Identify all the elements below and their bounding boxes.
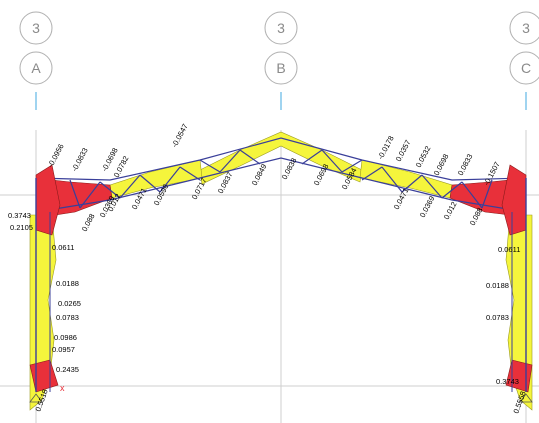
left-column-diagram[interactable]: x [29,164,65,411]
left-label-7: 0.0957 [52,345,75,354]
right-label-3: 0.3743 [496,377,519,386]
left-column-negative-top [35,164,61,236]
left-truss-label-0: -0.0956 [46,142,66,169]
right-truss-label-1: 0.0357 [394,138,413,162]
grid-bubble-a-bottom: A [31,60,41,76]
right-truss-label-6: 0.0369 [418,194,437,218]
support-marker-left: x [60,383,65,393]
grid-bubble-a[interactable]: 3 A [19,11,53,110]
grid-bubble-b[interactable]: 3 B [264,11,298,110]
bottom-chord [35,157,527,213]
left-label-2: 0.0611 [52,243,74,252]
support-right[interactable] [519,393,533,403]
left-label-6: 0.0986 [54,333,77,342]
left-truss-label-1: -0.0833 [70,146,90,173]
grid-bubble-c-top: 3 [522,20,530,36]
grid-bubble-b-bottom: B [276,60,285,76]
right-column-negative-base [505,359,533,393]
right-truss-label-3: 0.0698 [432,152,451,176]
right-truss-label-4: 0.0833 [456,152,475,176]
center-label-0: 0.0849 [250,162,269,186]
web-members-left [69,149,261,209]
right-truss-label-0: -0.0178 [376,134,396,161]
left-label-3: 0.0188 [56,279,79,288]
right-truss-label-7: 0.012 [442,200,459,221]
grid-bubble-c-bottom: C [521,60,531,76]
truss-force-diagram[interactable] [35,131,527,216]
left-label-4: 0.0265 [58,299,81,308]
left-truss-label-6: 0.088 [80,212,97,233]
right-label-0: 0.0611 [498,245,520,254]
web-members-right [301,149,493,209]
left-truss-label-9: -0.0547 [170,122,190,149]
right-column-negative-top [501,164,527,236]
value-labels: 0.3743 0.2105 0.0611 0.0188 0.0265 0.078… [8,122,528,414]
grid-bubble-a-top: 3 [32,20,40,36]
grid-bubble-b-top: 3 [277,20,285,36]
right-truss-label-2: 0.0532 [414,144,433,168]
left-label-5: 0.0783 [56,313,79,322]
right-label-1: 0.0188 [486,281,509,290]
left-column-negative-base [29,359,59,393]
grid-bubble-c[interactable]: 3 C [509,11,539,110]
left-label-1: 0.2105 [10,223,33,232]
support-left[interactable] [29,393,43,403]
left-label-8: 0.2435 [56,365,79,374]
left-label-0: 0.3743 [8,211,31,220]
top-chord [35,137,527,181]
center-label-1: 0.0838 [280,156,299,180]
right-truss-label-8: 0.088 [468,206,485,227]
right-label-2: 0.0783 [486,313,509,322]
right-truss-label-5: 0.0471 [392,186,411,210]
right-column-diagram[interactable] [501,164,533,411]
